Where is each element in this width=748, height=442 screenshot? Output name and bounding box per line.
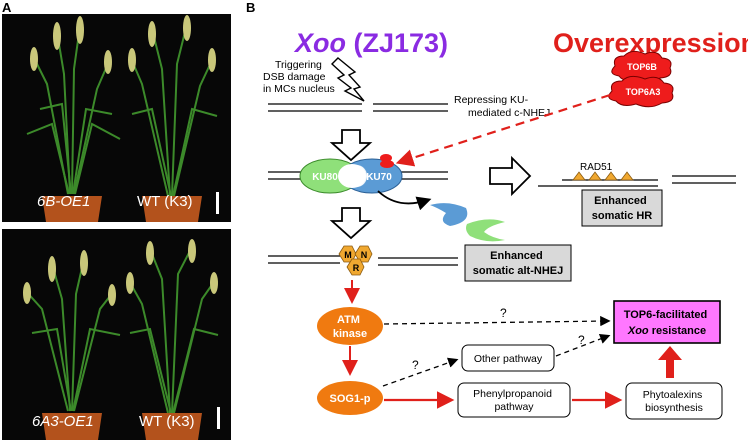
top-right-pot bbox=[142, 196, 202, 222]
trigger-text: Triggering DSB damage in MCs nucleus bbox=[263, 59, 335, 95]
released-ku80 bbox=[466, 219, 505, 242]
mrn-n: N bbox=[361, 250, 368, 260]
xoo-title-italic: Xoo bbox=[293, 28, 346, 58]
right-arrow-hr bbox=[489, 155, 532, 197]
lightning-bolt-icon bbox=[330, 57, 365, 102]
phyto-to-resistance-arrow bbox=[658, 346, 682, 378]
top-left-pot bbox=[42, 196, 102, 222]
down-arrow-1 bbox=[329, 129, 373, 162]
bottom-right-plant-label: WT (K3) bbox=[139, 413, 195, 430]
bottom-plant-illustration bbox=[23, 239, 219, 440]
resistance-xoo: Xoo bbox=[627, 325, 649, 337]
bottom-left-plant-label: 6A3-OE1 bbox=[32, 413, 94, 430]
bottom-plant-photo: 6A3-OE1 WT (K3) bbox=[2, 229, 231, 440]
atm-kinase-text: ATM kinase bbox=[333, 314, 367, 340]
atm-to-resistance-dashed bbox=[383, 315, 611, 327]
svg-text:TOP6A3: TOP6A3 bbox=[626, 87, 661, 97]
phenylpropanoid-box bbox=[457, 382, 571, 418]
down-arrow-2 bbox=[329, 207, 373, 240]
rad51-triangles bbox=[572, 171, 634, 181]
ku70-label: KU70 bbox=[366, 172, 392, 183]
hr-dna bbox=[538, 175, 736, 187]
top-scale-bar bbox=[216, 192, 219, 214]
sog1-to-other-dashed bbox=[382, 357, 459, 387]
question-mark-3: ? bbox=[578, 333, 585, 347]
panel-a-letter: A bbox=[2, 0, 12, 15]
other-pathway-box bbox=[461, 344, 555, 372]
mrn-r: R bbox=[353, 263, 360, 273]
resistance-word: resistance bbox=[649, 325, 706, 337]
ku-ring-right bbox=[347, 165, 367, 187]
enhanced-hr-box bbox=[581, 189, 663, 227]
phenylpropanoid-text: Phenylpropanoid pathway bbox=[473, 388, 555, 413]
svg-text:TOP6B: TOP6B bbox=[627, 62, 657, 72]
ku80-label: KU80 bbox=[312, 172, 338, 183]
bottom-left-pot bbox=[42, 413, 102, 440]
top-plant-illustration bbox=[26, 15, 218, 222]
resistance-box bbox=[613, 300, 721, 344]
released-ku70 bbox=[430, 203, 468, 226]
phytoalexins-box bbox=[625, 382, 723, 420]
enhanced-alt-nhej-text: Enhanced somatic alt-NHEJ bbox=[473, 250, 563, 277]
mrn-m: M bbox=[344, 250, 352, 260]
phytoalexins-text: Phytoalexins biosynthesis bbox=[643, 389, 705, 414]
sog1-text: SOG1-p bbox=[330, 393, 371, 405]
top-plant-photo: 6B-OE1 WT (K3) bbox=[2, 14, 231, 222]
top6-bound-blob bbox=[380, 154, 394, 168]
top-right-plant-label: WT (K3) bbox=[137, 193, 193, 210]
sog1-node bbox=[317, 381, 383, 415]
top-left-plant-label: 6B-OE1 bbox=[37, 193, 91, 210]
xoo-title: Xoo (ZJ173) bbox=[293, 28, 448, 58]
rad51-label: RAD51 bbox=[580, 162, 613, 173]
broken-dna-top bbox=[268, 103, 448, 112]
bottom-scale-bar bbox=[217, 407, 220, 429]
mrn-dna bbox=[268, 255, 458, 266]
other-pathway-text: Other pathway bbox=[474, 353, 543, 365]
bottom-right-pot bbox=[142, 413, 202, 440]
question-mark-1: ? bbox=[500, 306, 507, 320]
enhanced-alt-nhej-box bbox=[464, 244, 572, 282]
top6a3-cloud: TOP6A3 bbox=[608, 75, 674, 108]
question-mark-2: ? bbox=[412, 358, 419, 372]
resistance-text: TOP6-facilitated Xoo resistance bbox=[624, 309, 711, 337]
atm-kinase-node bbox=[317, 307, 383, 345]
release-curve-arrow bbox=[377, 190, 432, 211]
panel-b-letter: B bbox=[246, 0, 255, 15]
top6b-cloud: TOP6B bbox=[611, 50, 672, 83]
repress-arrow bbox=[395, 93, 611, 167]
mrn-complex bbox=[338, 245, 373, 276]
other-to-resistance-dashed bbox=[555, 333, 611, 357]
xoo-strain: (ZJ173) bbox=[346, 28, 448, 58]
enhanced-hr-text: Enhanced somatic HR bbox=[592, 195, 653, 222]
repress-text: Repressing KU- mediated c-NHEJ bbox=[454, 94, 550, 119]
